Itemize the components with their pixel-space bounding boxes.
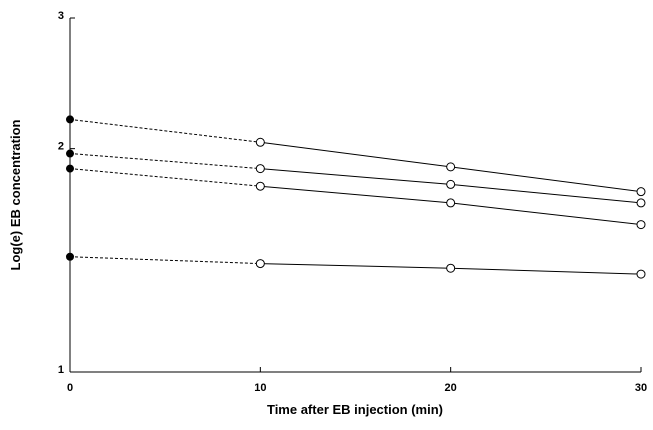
data-point bbox=[446, 162, 456, 172]
x-tick-label: 20 bbox=[445, 382, 457, 394]
intercept-point bbox=[66, 164, 74, 173]
data-point bbox=[636, 187, 646, 197]
y-tick-label: 2 bbox=[58, 141, 64, 153]
x-tick-label: 10 bbox=[254, 382, 266, 394]
intercept-point bbox=[66, 115, 74, 124]
extrapolation-segment bbox=[69, 256, 261, 265]
line-segment bbox=[260, 185, 451, 204]
data-point bbox=[255, 181, 265, 191]
y-tick-label: 1 bbox=[58, 364, 64, 376]
extrapolation-segment bbox=[69, 168, 261, 187]
line-segment bbox=[260, 141, 451, 168]
data-point bbox=[636, 269, 646, 279]
line-segment bbox=[260, 168, 451, 185]
data-point bbox=[255, 164, 265, 174]
data-point bbox=[636, 220, 646, 230]
intercept-point bbox=[66, 149, 74, 158]
x-tick-label: 0 bbox=[67, 382, 73, 394]
data-point bbox=[636, 198, 646, 208]
y-tick-label: 3 bbox=[58, 10, 64, 22]
x-axis-label: Time after EB injection (min) bbox=[267, 402, 443, 417]
data-point bbox=[446, 198, 456, 208]
intercept-point bbox=[66, 252, 74, 261]
y-axis-label: Log(e) EB concentration bbox=[8, 119, 23, 270]
line-segment bbox=[260, 263, 451, 269]
extrapolation-segment bbox=[69, 153, 261, 170]
data-point bbox=[255, 259, 265, 269]
x-tick-label: 30 bbox=[635, 382, 647, 394]
data-point bbox=[255, 137, 265, 147]
data-point bbox=[446, 179, 456, 189]
line-segment bbox=[450, 166, 642, 193]
extrapolation-segment bbox=[69, 118, 261, 143]
line-segment bbox=[450, 183, 642, 204]
line-segment bbox=[450, 202, 642, 226]
data-point bbox=[446, 263, 456, 273]
line-segment bbox=[450, 267, 642, 275]
